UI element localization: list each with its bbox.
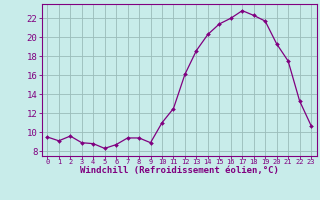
X-axis label: Windchill (Refroidissement éolien,°C): Windchill (Refroidissement éolien,°C): [80, 166, 279, 175]
